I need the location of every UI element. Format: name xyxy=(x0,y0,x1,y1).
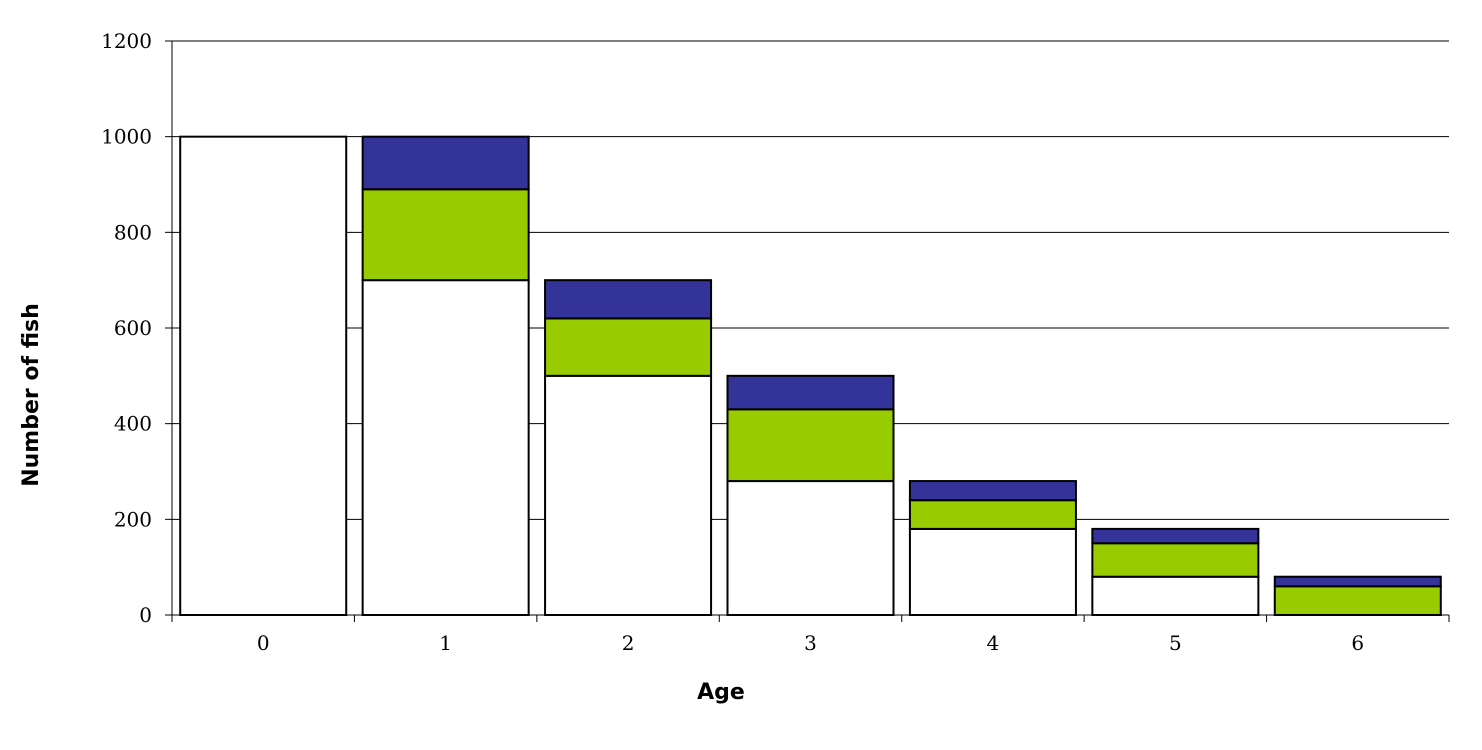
y-tick-label: 1200 xyxy=(101,29,152,53)
y-tick-label: 1000 xyxy=(101,125,152,149)
bar-segment xyxy=(361,135,530,191)
bar-segment xyxy=(726,374,895,411)
y-tick-label: 0 xyxy=(139,603,152,627)
x-tick-label: 5 xyxy=(1169,631,1182,655)
bar-segment xyxy=(361,279,530,616)
bar-segment xyxy=(544,374,713,617)
bar-segment xyxy=(544,279,713,320)
bar-segment xyxy=(726,408,895,483)
bars xyxy=(179,135,1442,617)
y-axis-title: Number of fish xyxy=(19,303,44,487)
bar-stack xyxy=(908,480,1077,617)
bar-segment xyxy=(1273,585,1442,616)
x-axis-title: Age xyxy=(697,680,745,705)
bar-segment xyxy=(908,527,1077,617)
x-tick-label: 1 xyxy=(439,631,452,655)
bar-segment xyxy=(908,480,1077,502)
x-axis-ticks: 0 1 2 3 4 5 6 xyxy=(171,615,1450,655)
x-tick-label: 4 xyxy=(987,631,1000,655)
bar-segment xyxy=(361,188,530,282)
bar-stack xyxy=(726,374,895,617)
y-tick-label: 200 xyxy=(114,507,152,531)
x-tick-label: 0 xyxy=(257,631,270,655)
y-tick-label: 600 xyxy=(114,316,152,340)
x-tick-label: 6 xyxy=(1351,631,1364,655)
y-tick-label: 800 xyxy=(114,220,152,244)
bar-stack xyxy=(544,279,713,617)
bar-segment xyxy=(1091,542,1260,578)
x-tick-label: 3 xyxy=(804,631,817,655)
bar-segment xyxy=(179,135,348,617)
y-axis-ticks: 0 200 400 600 800 1000 1200 xyxy=(101,29,172,627)
axes xyxy=(171,41,1449,616)
bar-stack xyxy=(1091,527,1260,617)
bar-segment xyxy=(908,499,1077,530)
bar-segment xyxy=(1273,575,1442,588)
y-tick-label: 400 xyxy=(114,412,152,436)
bar-segment xyxy=(544,317,713,377)
bar-segment xyxy=(726,480,895,617)
bar-stack xyxy=(1273,575,1442,616)
x-tick-label: 2 xyxy=(622,631,635,655)
bar-stack xyxy=(361,135,530,616)
bar-segment xyxy=(1091,575,1260,617)
bar-segment xyxy=(1091,527,1260,545)
bar-stack xyxy=(179,135,348,617)
